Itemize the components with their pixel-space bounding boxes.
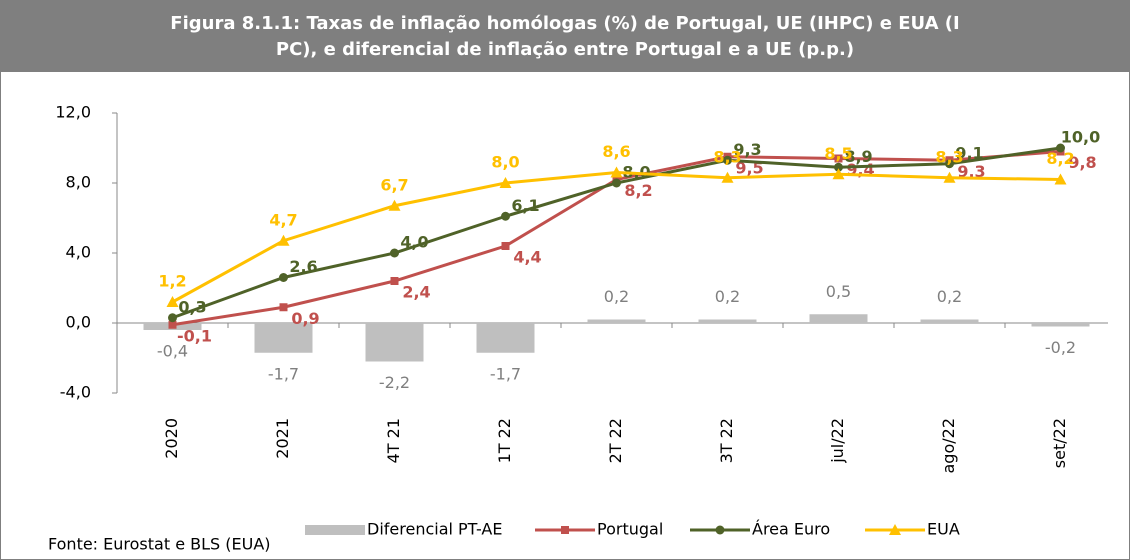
point — [834, 154, 843, 163]
bar-label: 0,2 — [604, 287, 629, 306]
legend-label: Diferencial PT-AE — [367, 520, 502, 539]
bar — [254, 323, 313, 353]
bar — [809, 314, 868, 323]
point — [721, 171, 734, 183]
data-label: 6,7 — [380, 175, 408, 194]
data-label: 0,9 — [291, 309, 319, 328]
bar-label: -0,2 — [1045, 338, 1076, 357]
data-label: 9,3 — [957, 162, 985, 181]
bar-label: 0,2 — [937, 287, 962, 306]
data-label: 8,9 — [844, 147, 872, 166]
data-label: 10,0 — [1061, 128, 1100, 147]
point — [834, 162, 843, 172]
point — [610, 166, 623, 178]
point — [388, 199, 401, 211]
x-tick-label: 2020 — [162, 418, 181, 459]
point — [168, 320, 177, 329]
y-tick-label: -4,0 — [60, 383, 91, 402]
bar-label: 0,5 — [826, 282, 851, 301]
data-label: 4,7 — [269, 210, 297, 229]
x-tick-label: set/22 — [1050, 418, 1069, 468]
point — [612, 178, 621, 188]
bar-label: 0,2 — [715, 287, 740, 306]
legend-swatch — [305, 525, 365, 535]
bar — [1031, 323, 1090, 327]
data-label: 8,5 — [824, 144, 852, 163]
point — [943, 171, 956, 183]
point — [277, 234, 290, 246]
data-label: 6,1 — [511, 196, 539, 215]
data-label: 8,3 — [935, 147, 963, 166]
point — [279, 303, 288, 312]
x-tick-label: ago/22 — [939, 418, 958, 474]
x-tick-label: jul/22 — [828, 418, 847, 464]
data-label: 8,6 — [602, 142, 630, 161]
title-bar — [0, 0, 1130, 72]
point — [499, 177, 512, 188]
chart-title: Figura 8.1.1: Taxas de inflação homóloga… — [170, 13, 959, 34]
data-label: -0,1 — [177, 326, 212, 345]
bar — [476, 323, 535, 353]
point — [501, 211, 510, 221]
point — [1056, 143, 1065, 153]
data-label: 1,2 — [158, 272, 186, 291]
legend-marker — [889, 524, 901, 535]
data-label: 9,8 — [1068, 153, 1096, 172]
data-label: 2,4 — [402, 283, 430, 302]
legend-label: Área Euro — [752, 520, 830, 539]
bar-label: -0,4 — [157, 342, 188, 361]
point — [390, 248, 399, 258]
data-label: 9,3 — [733, 140, 761, 159]
point — [279, 273, 288, 282]
y-tick-label: 12,0 — [55, 103, 91, 122]
x-tick-label: 1T 22 — [495, 418, 514, 463]
x-tick-label: 2021 — [273, 418, 292, 459]
legend-label: Portugal — [597, 520, 663, 539]
data-label: 8,3 — [713, 147, 741, 166]
y-tick-label: 8,0 — [66, 173, 91, 192]
data-label: 0,3 — [178, 297, 206, 316]
data-label: 2,6 — [289, 257, 317, 276]
point — [166, 296, 179, 307]
legend-label: EUA — [927, 520, 960, 539]
legend-marker — [561, 526, 569, 534]
point — [945, 159, 954, 169]
bar — [698, 319, 757, 323]
data-label: 4,0 — [400, 233, 428, 252]
x-tick-label: 2T 22 — [606, 418, 625, 463]
bar — [587, 319, 646, 323]
point — [168, 313, 177, 323]
data-label: 4,4 — [513, 248, 541, 267]
y-tick-label: 0,0 — [66, 313, 91, 332]
bar — [365, 323, 424, 362]
data-label: 8,0 — [491, 153, 519, 172]
source: Fonte: Eurostat e BLS (EUA) — [48, 535, 271, 554]
bar-label: -1,7 — [268, 364, 299, 383]
point — [501, 242, 510, 250]
point — [832, 168, 845, 180]
point — [1054, 173, 1067, 185]
x-tick-label: 4T 21 — [384, 418, 403, 463]
bar-label: -1,7 — [490, 364, 521, 383]
data-label: 8,2 — [1046, 149, 1074, 168]
legend-marker — [715, 525, 725, 535]
point — [723, 155, 732, 165]
y-tick-label: 4,0 — [66, 243, 91, 262]
chart-title: PC), e diferencial de inflação entre Por… — [276, 39, 854, 60]
point — [390, 277, 399, 285]
data-label: 8,2 — [624, 181, 652, 200]
data-label: 9,1 — [955, 143, 983, 162]
bar — [920, 319, 979, 323]
bar-label: -2,2 — [379, 373, 410, 392]
x-tick-label: 3T 22 — [717, 418, 736, 463]
